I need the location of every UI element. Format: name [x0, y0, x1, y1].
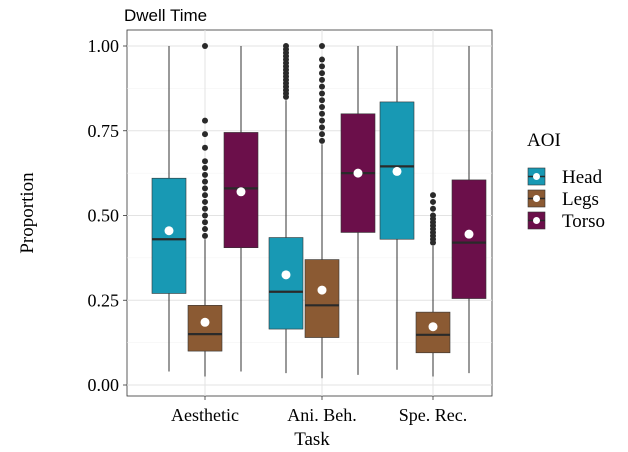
legend-label: Torso	[562, 211, 605, 232]
outlier-point	[319, 97, 325, 104]
mean-point	[236, 187, 246, 197]
box-head	[268, 43, 304, 374]
iqr-box	[187, 305, 223, 352]
x-axis: Aesthetic Ani. Beh. Spe. Rec.	[171, 396, 467, 425]
y-axis-label: Proportion	[17, 172, 38, 254]
outlier-point	[319, 90, 325, 97]
outlier-point	[283, 43, 289, 49]
box-legs	[187, 43, 223, 377]
box-legs	[415, 192, 451, 377]
outlier-point	[202, 171, 208, 178]
iqr-box	[415, 311, 451, 354]
outlier-point	[202, 178, 208, 185]
legend-label: Legs	[562, 189, 599, 210]
outlier-point	[202, 192, 208, 199]
outlier-point	[319, 83, 325, 90]
iqr-box	[451, 179, 487, 299]
legend-key-mean	[533, 195, 540, 202]
outlier-point	[202, 198, 208, 205]
outlier-point	[202, 212, 208, 219]
outlier-point	[319, 63, 325, 70]
outlier-point	[319, 117, 325, 124]
outlier-point	[430, 205, 436, 212]
outlier-point	[319, 56, 325, 63]
outlier-point	[202, 226, 208, 233]
y-axis: 0.00 0.25 0.50 0.75 1.00	[88, 36, 127, 395]
box-torso	[340, 46, 376, 375]
x-axis-label: Task	[294, 429, 330, 450]
box-torso	[223, 46, 259, 372]
x-tick-label: Ani. Beh.	[287, 405, 357, 425]
outlier-point	[202, 43, 208, 49]
chart-title: Dwell Time	[124, 6, 207, 25]
outlier-point	[202, 117, 208, 124]
outlier-point	[202, 219, 208, 226]
outlier-point	[430, 192, 436, 199]
outlier-point	[319, 131, 325, 138]
outlier-point	[202, 131, 208, 138]
box-torso	[451, 46, 487, 374]
y-tick-label: 0.50	[88, 206, 120, 226]
mean-point	[281, 270, 291, 280]
iqr-box	[268, 237, 304, 330]
mean-point	[164, 226, 174, 236]
outlier-point	[430, 198, 436, 205]
outlier-point	[319, 137, 325, 144]
legend-key-mean	[533, 217, 540, 224]
outlier-point	[319, 110, 325, 117]
mean-point	[392, 166, 402, 176]
outlier-point	[202, 205, 208, 212]
outlier-point	[202, 158, 208, 165]
y-tick-label: 0.75	[88, 121, 120, 141]
x-tick-label: Aesthetic	[171, 405, 239, 425]
outlier-point	[430, 212, 436, 219]
outlier-point	[319, 76, 325, 83]
legend-item-legs: Legs	[527, 189, 599, 210]
box-head	[379, 46, 415, 370]
outlier-point	[202, 165, 208, 172]
legend-title: AOI	[527, 130, 561, 151]
outlier-point	[319, 124, 325, 131]
outlier-point	[319, 104, 325, 111]
legend-key-mean	[533, 173, 540, 180]
outlier-point	[319, 43, 325, 49]
outlier-point	[202, 144, 208, 151]
iqr-box	[304, 259, 340, 338]
mean-point	[200, 317, 210, 327]
legend-label: Head	[562, 167, 603, 188]
mean-point	[353, 168, 363, 178]
iqr-box	[151, 177, 187, 294]
y-tick-label: 0.00	[88, 375, 120, 395]
mean-point	[317, 285, 327, 295]
box-legs	[304, 43, 340, 379]
mean-point	[464, 229, 474, 239]
y-tick-label: 0.25	[88, 290, 120, 310]
y-tick-label: 1.00	[88, 36, 120, 56]
box-head	[151, 46, 187, 372]
box-series	[151, 43, 487, 379]
outlier-point	[202, 232, 208, 239]
outlier-point	[319, 70, 325, 77]
legend-item-torso: Torso	[527, 211, 605, 232]
legend-item-head: Head	[527, 167, 603, 188]
mean-point	[428, 322, 438, 332]
x-tick-label: Spe. Rec.	[399, 405, 467, 425]
outlier-point	[202, 185, 208, 192]
